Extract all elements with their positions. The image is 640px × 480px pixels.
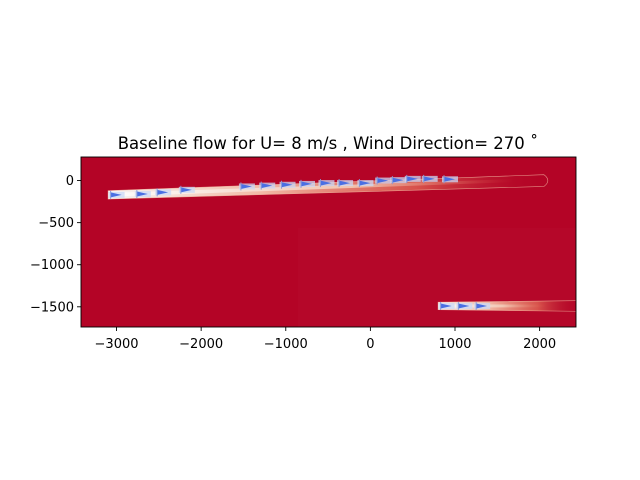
turbine-marker	[301, 181, 312, 187]
wake-core	[108, 179, 514, 197]
turbine-marker	[392, 177, 404, 183]
turbine-marker	[440, 303, 452, 309]
turbine-marker	[157, 189, 169, 195]
turbine-marker	[444, 176, 455, 182]
turbine-marker	[180, 187, 192, 193]
x-tick-label: −3000	[95, 337, 139, 352]
turbine-marker	[110, 192, 122, 198]
turbine-marker	[339, 180, 351, 186]
x-tick-label: 2000	[523, 337, 556, 352]
wake-contour	[107, 174, 549, 200]
turbine-marker	[136, 191, 148, 197]
chart-title: Baseline flow for U= 8 m/s , Wind Direct…	[118, 134, 539, 153]
turbines-layer	[108, 174, 491, 310]
axes-frame	[80, 156, 577, 328]
y-axis: 0 −500 −1000 −1500	[30, 174, 81, 315]
y-tick-label: −500	[38, 216, 74, 231]
x-tick-label: 0	[366, 337, 374, 352]
y-tick-label: 0	[66, 174, 74, 189]
x-axis: −3000 −2000 −1000 0 1000 2000	[95, 327, 556, 352]
turbine-marker	[406, 176, 418, 182]
turbine-marker	[377, 178, 389, 184]
turbine-marker	[476, 303, 488, 309]
field-shade-region	[298, 228, 576, 327]
turbine-marker	[320, 180, 332, 186]
turbine-marker	[240, 183, 252, 189]
wakes-layer	[107, 174, 576, 312]
turbine-marker	[261, 183, 273, 189]
x-tick-label: −2000	[179, 337, 223, 352]
x-tick-label: 1000	[438, 337, 471, 352]
turbine-marker	[423, 176, 435, 182]
plot-area	[81, 157, 576, 327]
y-tick-label: −1500	[30, 300, 74, 315]
y-tick-label: −1000	[30, 258, 74, 273]
x-tick-label: −1000	[264, 337, 308, 352]
turbine-marker	[281, 182, 293, 188]
turbine-marker	[359, 180, 371, 186]
turbine-marker	[458, 303, 470, 309]
